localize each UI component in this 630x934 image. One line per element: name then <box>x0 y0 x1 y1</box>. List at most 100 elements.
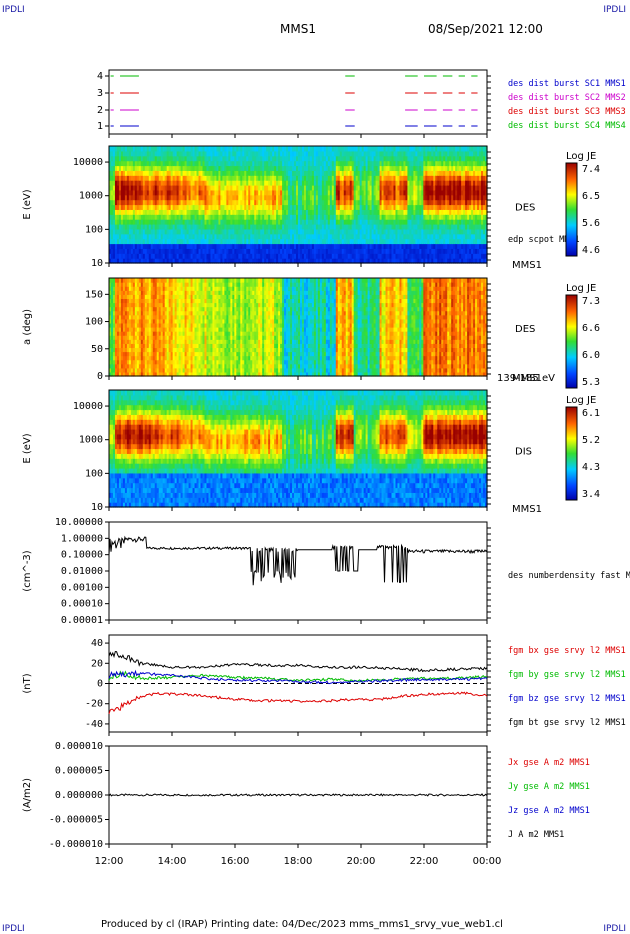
spectrogram-cell <box>232 238 235 245</box>
spectrogram-cell <box>373 150 377 157</box>
spectrogram-cell <box>337 155 341 162</box>
spectrogram-cell <box>190 214 194 220</box>
spectrogram-cell <box>276 150 279 157</box>
spectrogram-cell <box>383 214 387 220</box>
spectrogram-cell <box>226 150 229 157</box>
spectrogram-cell <box>240 194 243 201</box>
spectrogram-cell <box>118 219 122 225</box>
spectrogram-cell <box>299 243 303 249</box>
spectrogram-cell <box>343 180 347 186</box>
spectrogram-cell <box>216 189 220 196</box>
spectrogram-cell <box>168 185 172 191</box>
spectrogram-cell <box>154 155 158 162</box>
spectrogram-cell <box>140 194 144 201</box>
spectrogram-cell <box>234 155 237 162</box>
spectrogram-cell <box>290 170 293 176</box>
spectrogram-cell <box>122 214 126 220</box>
spectrogram-cell <box>301 180 305 186</box>
spectrogram-cell <box>186 243 190 249</box>
spectrogram-cell <box>299 214 303 220</box>
spectrogram-cell <box>220 194 223 201</box>
spectrogram-cell <box>126 238 130 245</box>
spectrogram-cell <box>282 219 285 225</box>
spectrogram-cell <box>148 185 152 191</box>
spectrogram-cell <box>317 165 321 171</box>
spectrogram-cell <box>238 204 241 210</box>
spectrogram-cell <box>371 165 375 171</box>
spectrogram-cell <box>132 160 136 167</box>
spectrogram-cell <box>226 258 229 264</box>
spectrogram-cell <box>224 150 227 157</box>
spectrogram-cell <box>114 238 118 245</box>
spectrogram-cell <box>176 150 180 157</box>
spectrogram-cell <box>210 219 214 225</box>
spectrogram-cell <box>168 243 172 249</box>
spectrogram-cell <box>140 175 144 181</box>
spectrogram-cell <box>367 165 371 171</box>
spectrogram-cell <box>329 146 333 152</box>
spectrogram-cell <box>307 146 311 152</box>
spectrogram-cell <box>134 185 138 191</box>
spectrogram-cell <box>341 258 345 264</box>
spectrogram-cell <box>319 258 323 264</box>
spectrogram-cell <box>182 150 186 157</box>
spectrogram-cell <box>258 165 261 171</box>
spectrogram-cell <box>142 224 146 230</box>
spectrogram-cell <box>319 189 323 196</box>
spectrogram-cell <box>363 146 367 152</box>
spectrogram-cell <box>317 214 321 220</box>
spectrogram-cell <box>140 238 144 245</box>
spectrogram-cell <box>188 243 192 249</box>
spectrogram-cell <box>174 160 178 167</box>
spectrogram-cell <box>260 189 263 196</box>
spectrogram-cell <box>142 214 146 220</box>
spectrogram-cell <box>244 214 247 220</box>
spectrogram-cell <box>317 243 321 249</box>
spectrogram-cell <box>341 194 345 201</box>
spectrogram-cell <box>385 170 389 176</box>
spectrogram-cell <box>282 160 285 167</box>
spectrogram-cell <box>238 224 241 230</box>
spectrogram-cell <box>112 224 116 230</box>
spectrogram-cell <box>218 233 222 240</box>
spectrogram-cell <box>371 253 375 259</box>
spectrogram-cell <box>136 204 140 210</box>
spectrogram-cell <box>349 175 353 181</box>
spectrogram-cell <box>168 204 172 210</box>
spectrogram-cell <box>150 189 154 196</box>
spectrogram-cell <box>391 248 395 254</box>
spectrogram-cell <box>204 243 208 249</box>
spectrogram-cell <box>307 214 311 220</box>
spectrogram-cell <box>377 214 381 220</box>
spectrogram-cell <box>212 160 216 167</box>
spectrogram-cell <box>375 209 379 215</box>
spectrogram-cell <box>224 170 227 176</box>
spectrogram-cell <box>198 238 202 245</box>
spectrogram-cell <box>192 214 196 220</box>
spectrogram-cell <box>230 243 233 249</box>
spectrogram-cell <box>260 204 263 210</box>
spectrogram-cell <box>118 258 122 264</box>
spectrogram-cell <box>327 146 331 152</box>
spectrogram-cell <box>367 224 371 230</box>
spectrogram-cell <box>264 194 267 201</box>
spectrogram-cell <box>331 228 335 235</box>
spectrogram-cell <box>309 214 313 220</box>
spectrogram-cell <box>331 199 335 206</box>
spectrogram-cell <box>333 194 337 201</box>
spectrogram-cell <box>299 194 303 201</box>
spectrogram-cell <box>224 228 227 235</box>
spectrogram-cell <box>339 170 343 176</box>
spectrogram-cell <box>220 204 223 210</box>
spectrogram-cell <box>164 194 168 201</box>
spectrogram-cell <box>315 238 319 245</box>
spectrogram-cell <box>222 155 225 162</box>
spectrogram-cell <box>184 224 188 230</box>
spectrogram-cell <box>335 175 339 181</box>
spectrogram-cell <box>357 185 361 191</box>
spectrogram-cell <box>258 170 261 176</box>
spectrogram-cell <box>339 160 343 167</box>
spectrogram-cell <box>274 253 277 259</box>
spectrogram-cell <box>351 209 355 215</box>
spectrogram-cell <box>112 146 116 152</box>
